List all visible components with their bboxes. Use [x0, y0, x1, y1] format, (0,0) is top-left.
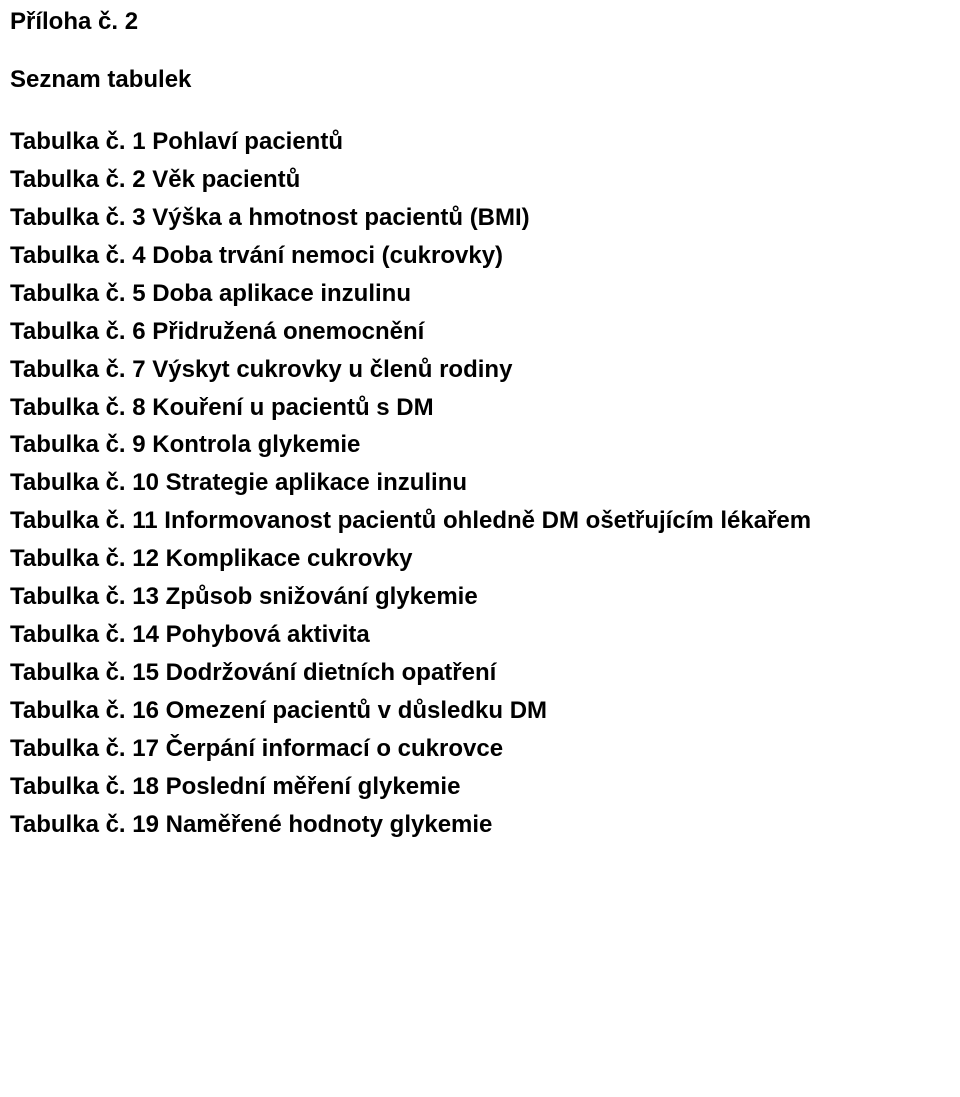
list-item: Tabulka č. 3 Výška a hmotnost pacientů (…	[10, 199, 950, 237]
list-item: Tabulka č. 12 Komplikace cukrovky	[10, 540, 950, 578]
list-item: Tabulka č. 9 Kontrola glykemie	[10, 426, 950, 464]
list-item: Tabulka č. 1 Pohlaví pacientů	[10, 123, 950, 161]
list-item: Tabulka č. 10 Strategie aplikace inzulin…	[10, 464, 950, 502]
list-item: Tabulka č. 6 Přidružená onemocnění	[10, 313, 950, 351]
list-item: Tabulka č. 18 Poslední měření glykemie	[10, 768, 950, 806]
list-item: Tabulka č. 7 Výskyt cukrovky u členů rod…	[10, 351, 950, 389]
appendix-title: Příloha č. 2	[10, 8, 950, 36]
list-item: Tabulka č. 2 Věk pacientů	[10, 161, 950, 199]
section-title: Seznam tabulek	[10, 66, 950, 94]
list-item: Tabulka č. 19 Naměřené hodnoty glykemie	[10, 806, 950, 844]
list-item: Tabulka č. 5 Doba aplikace inzulinu	[10, 275, 950, 313]
list-item: Tabulka č. 14 Pohybová aktivita	[10, 616, 950, 654]
list-item: Tabulka č. 15 Dodržování dietních opatře…	[10, 654, 950, 692]
table-list: Tabulka č. 1 Pohlaví pacientů Tabulka č.…	[10, 123, 950, 843]
list-item: Tabulka č. 16 Omezení pacientů v důsledk…	[10, 692, 950, 730]
list-item: Tabulka č. 8 Kouření u pacientů s DM	[10, 389, 950, 427]
list-item: Tabulka č. 4 Doba trvání nemoci (cukrovk…	[10, 237, 950, 275]
list-item: Tabulka č. 13 Způsob snižování glykemie	[10, 578, 950, 616]
list-item: Tabulka č. 11 Informovanost pacientů ohl…	[10, 502, 950, 540]
document-page: Příloha č. 2 Seznam tabulek Tabulka č. 1…	[0, 0, 950, 843]
list-item: Tabulka č. 17 Čerpání informací o cukrov…	[10, 730, 950, 768]
